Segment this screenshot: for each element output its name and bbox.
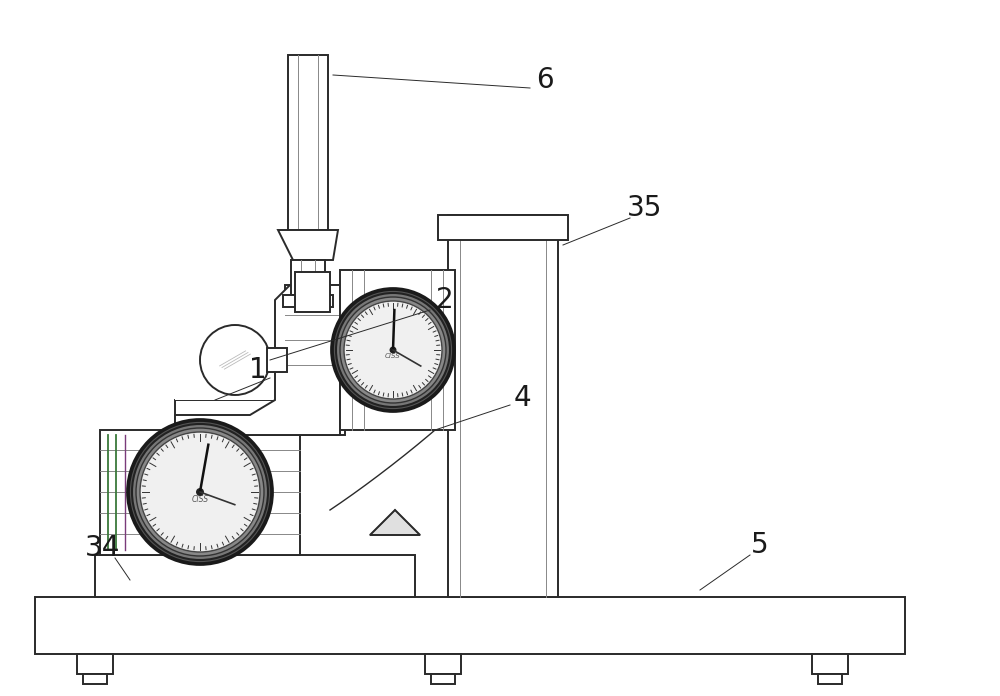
Bar <box>288 55 328 230</box>
Circle shape <box>128 420 272 564</box>
Text: 35: 35 <box>627 194 663 222</box>
Text: 2: 2 <box>436 286 454 314</box>
Bar <box>175 365 285 400</box>
Text: 34: 34 <box>85 534 121 562</box>
Circle shape <box>344 301 442 399</box>
Circle shape <box>197 489 203 495</box>
Text: 6: 6 <box>536 66 554 94</box>
Polygon shape <box>175 285 355 435</box>
Circle shape <box>336 293 450 407</box>
Circle shape <box>332 289 454 411</box>
Polygon shape <box>278 230 338 260</box>
Text: CISS: CISS <box>385 353 401 359</box>
Bar <box>812 654 848 674</box>
Bar <box>438 215 568 240</box>
Bar <box>35 597 905 654</box>
Bar <box>285 285 365 405</box>
Bar <box>77 654 113 674</box>
Bar <box>175 400 345 435</box>
Circle shape <box>136 428 264 556</box>
Bar <box>283 295 333 307</box>
Text: 5: 5 <box>751 531 769 559</box>
Circle shape <box>140 432 260 552</box>
Bar <box>818 674 842 684</box>
Text: 4: 4 <box>513 384 531 412</box>
Bar <box>100 430 300 555</box>
Bar <box>425 654 461 674</box>
Circle shape <box>200 325 270 395</box>
Circle shape <box>390 347 396 352</box>
Circle shape <box>340 297 446 403</box>
Bar <box>431 674 455 684</box>
Bar <box>291 260 325 295</box>
Bar <box>295 272 330 312</box>
Polygon shape <box>370 510 420 535</box>
Bar <box>340 270 455 430</box>
Bar <box>267 348 287 372</box>
Circle shape <box>132 424 268 560</box>
Bar <box>95 555 415 597</box>
Bar <box>83 674 107 684</box>
Text: CISS: CISS <box>191 496 209 505</box>
Bar <box>448 215 558 597</box>
Text: 1: 1 <box>249 356 267 384</box>
